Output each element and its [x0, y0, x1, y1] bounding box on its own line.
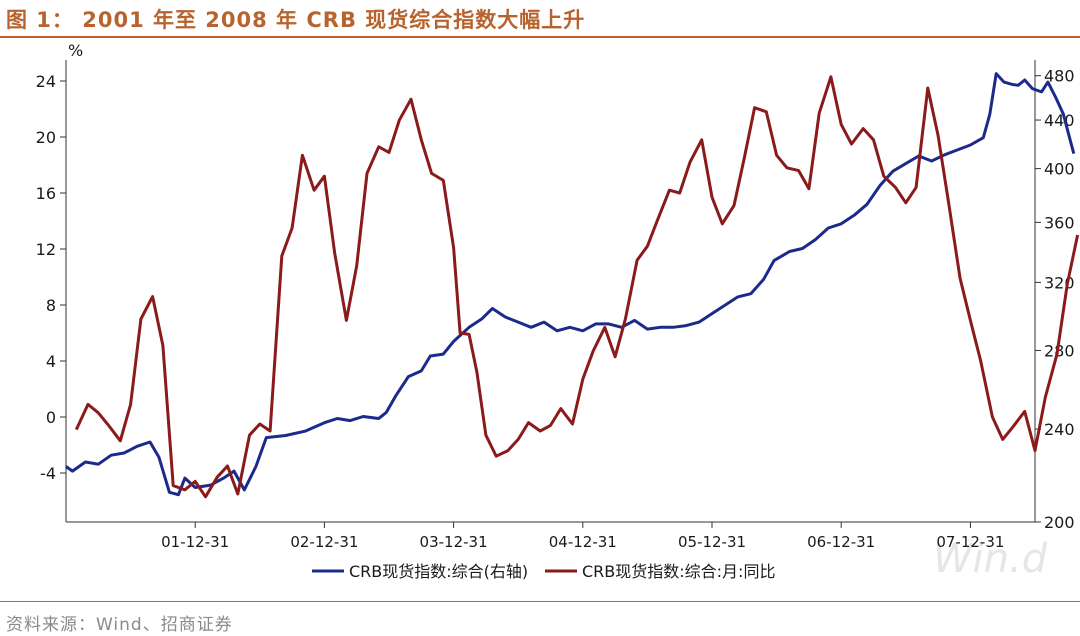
x-axis-tick-label: 01-12-31 [161, 533, 229, 551]
left-axis-tick-label: 8 [46, 296, 56, 315]
legend-label: CRB现货指数:综合(右轴) [349, 562, 528, 581]
left-axis-tick-label: 12 [36, 240, 56, 259]
right-axis-tick-label: 440 [1044, 111, 1075, 130]
left-axis-tick-label: -4 [40, 464, 56, 483]
right-axis-tick-label: 200 [1044, 513, 1075, 532]
x-axis-tick-label: 03-12-31 [420, 533, 488, 551]
page-title: 图 1： 2001 年至 2008 年 CRB 现货综合指数大幅上升 [6, 8, 586, 32]
legend-label: CRB现货指数:综合:月:同比 [582, 562, 775, 581]
x-axis-tick-label: 06-12-31 [807, 533, 875, 551]
right-axis-tick-label: 240 [1044, 420, 1075, 439]
title-divider [0, 36, 1080, 38]
x-axis-tick-label: 07-12-31 [936, 533, 1004, 551]
watermark: Win.d [933, 536, 1048, 582]
x-axis-tick-label: 04-12-31 [549, 533, 617, 551]
right-axis-tick-label: 480 [1044, 67, 1075, 86]
crb-chart: Win.d %-40481216202420024028032036040044… [36, 41, 1080, 582]
left-axis-tick-label: 16 [36, 184, 56, 203]
left-axis-tick-label: 20 [36, 128, 56, 147]
left-axis-unit: % [68, 41, 83, 60]
series-line-crb-index [65, 72, 1076, 497]
left-axis-tick-label: 4 [46, 352, 56, 371]
left-axis-tick-label: 0 [46, 408, 56, 427]
right-axis-tick-label: 400 [1044, 160, 1075, 179]
left-axis-tick-label: 24 [36, 72, 56, 91]
x-axis-tick-label: 02-12-31 [290, 533, 358, 551]
x-axis-tick-label: 05-12-31 [678, 533, 746, 551]
right-axis-tick-label: 360 [1044, 213, 1075, 232]
right-axis-tick-label: 280 [1044, 341, 1075, 360]
source-note: 资料来源：Wind、招商证券 [6, 615, 233, 635]
series-line-crb-yoy [74, 75, 1080, 499]
source-divider [0, 601, 1080, 602]
